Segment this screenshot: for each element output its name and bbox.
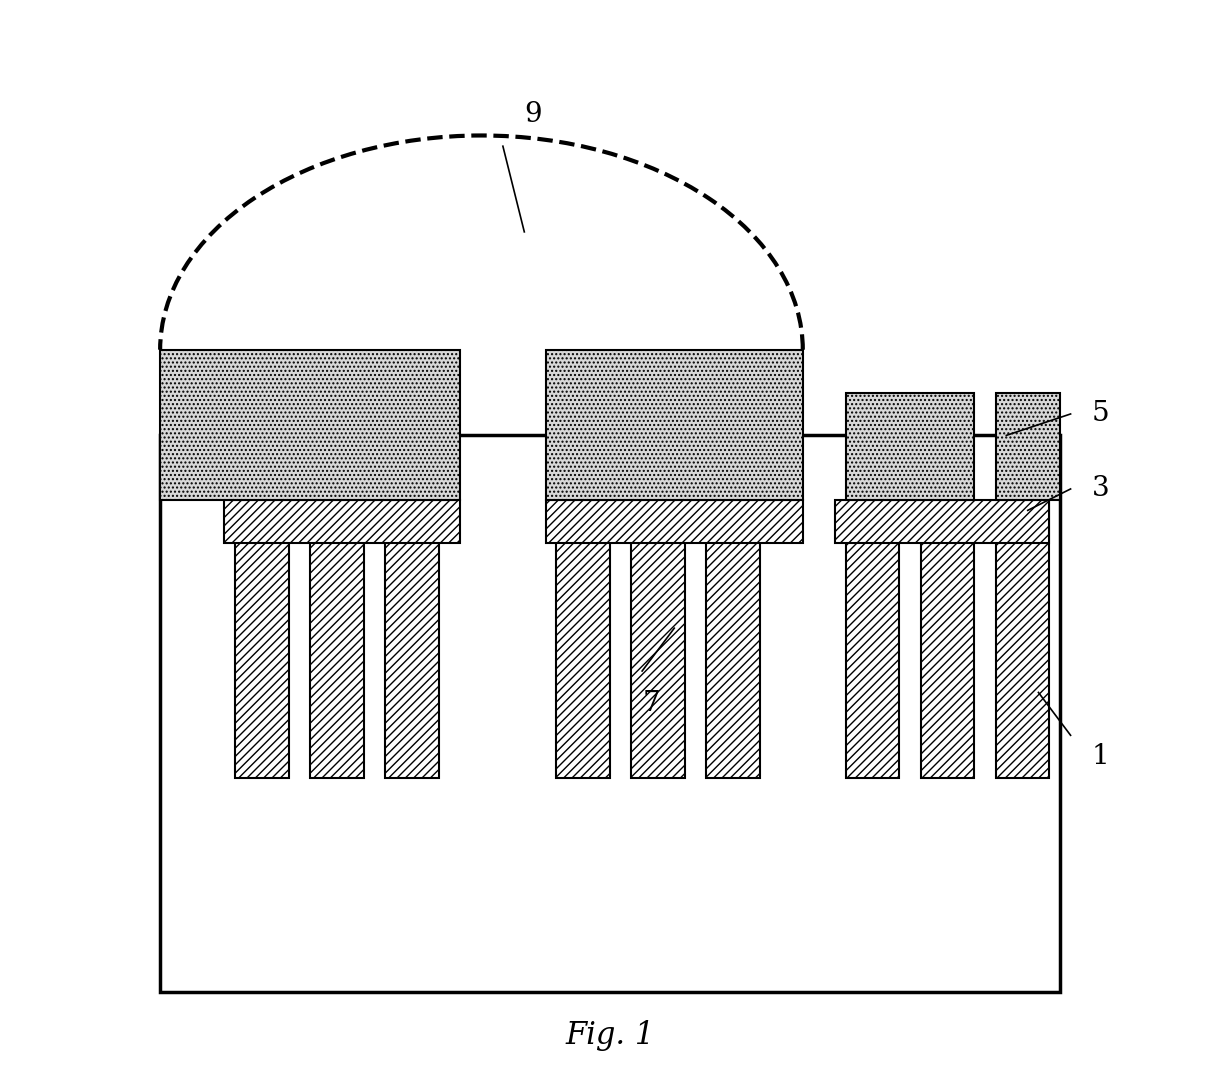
Text: Fig. 1: Fig. 1 xyxy=(565,1020,655,1050)
Text: 9: 9 xyxy=(525,101,542,128)
Bar xyxy=(996,393,1060,500)
Bar xyxy=(224,500,460,542)
Bar xyxy=(845,393,975,500)
Bar xyxy=(545,349,803,500)
Bar xyxy=(160,349,460,500)
Bar xyxy=(845,500,899,778)
Bar xyxy=(235,500,289,778)
Bar xyxy=(545,500,803,542)
Text: 7: 7 xyxy=(642,690,660,717)
Bar xyxy=(921,500,975,778)
Bar xyxy=(632,500,684,778)
Bar xyxy=(996,500,1049,778)
Text: 3: 3 xyxy=(1092,475,1110,502)
Bar xyxy=(834,500,1049,542)
Bar xyxy=(310,500,364,778)
Text: 1: 1 xyxy=(1092,743,1110,770)
Bar xyxy=(706,500,760,778)
Bar xyxy=(160,435,1060,993)
Bar xyxy=(556,500,610,778)
Bar xyxy=(386,500,439,778)
Text: 5: 5 xyxy=(1092,400,1110,427)
